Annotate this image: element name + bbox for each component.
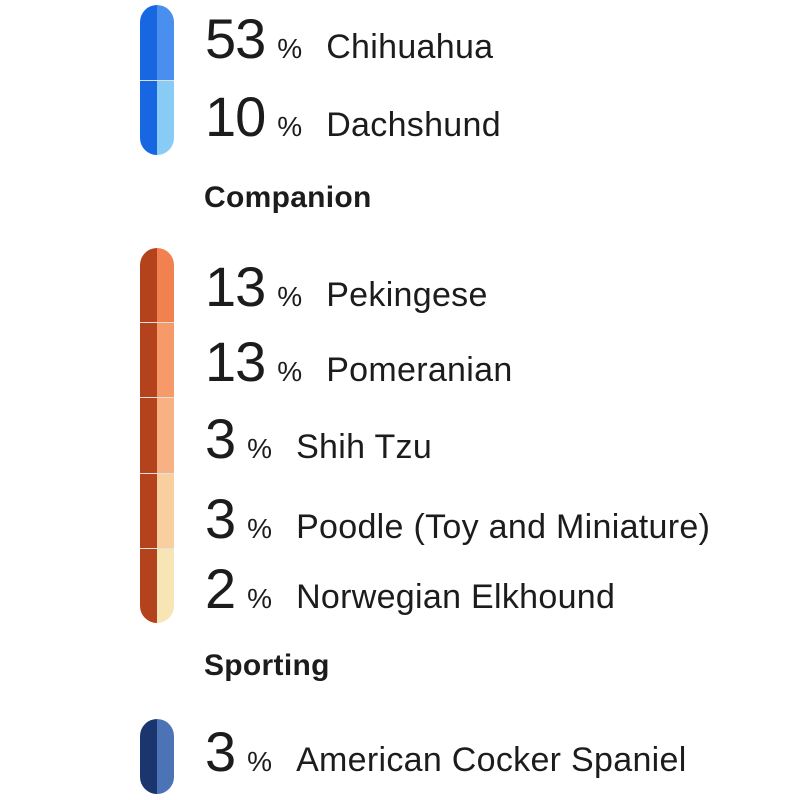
percent-sign: %	[247, 746, 273, 777]
pill-segment	[157, 80, 174, 155]
pill-base-column	[140, 548, 157, 623]
pill-segment	[157, 398, 174, 473]
pill-segment	[157, 323, 174, 398]
pill-segment-row	[140, 472, 174, 548]
pill-base-column	[140, 398, 157, 473]
breed-label: Norwegian Elkhound	[296, 578, 616, 616]
pill-segment-row	[140, 397, 174, 473]
percent-sign: %	[277, 356, 303, 387]
pill-segment-row	[140, 248, 174, 323]
value-number: 13	[205, 255, 266, 318]
value-number: 3	[205, 487, 236, 550]
value-number: 53	[205, 7, 266, 70]
percent-sign: %	[247, 433, 273, 464]
breed-label: Shih Tzu	[296, 428, 433, 466]
breed-label: Chihuahua	[326, 28, 494, 66]
pill-segment-row	[140, 547, 174, 623]
breed-row: 3% Shih Tzu	[205, 411, 432, 467]
breed-label: Pomeranian	[326, 351, 513, 389]
value-number: 3	[205, 720, 236, 783]
pill-segment-row	[140, 719, 174, 794]
breed-row: 3% Poodle (Toy and Miniature)	[205, 491, 710, 547]
group-pill	[140, 248, 174, 623]
pill-base-column	[140, 719, 157, 794]
pill-segment-row	[140, 322, 174, 398]
pill-segment	[157, 473, 174, 548]
breed-label: Poodle (Toy and Miniature)	[296, 508, 711, 546]
pill-segment	[157, 248, 174, 323]
pill-segment	[157, 5, 174, 80]
percent-sign: %	[277, 111, 303, 142]
breed-row: 3% American Cocker Spaniel	[205, 724, 687, 780]
pill-segment-row	[140, 79, 174, 155]
value-number: 10	[205, 85, 266, 148]
breed-label: Pekingese	[326, 276, 488, 314]
breed-row: 2% Norwegian Elkhound	[205, 561, 615, 617]
pill-base-column	[140, 5, 157, 80]
value-number: 2	[205, 557, 236, 620]
pill-segment-row	[140, 5, 174, 80]
group-header: Sporting	[204, 649, 330, 682]
percent-sign: %	[277, 33, 303, 64]
breed-label: Dachshund	[326, 106, 501, 144]
group-pill	[140, 5, 174, 155]
percent-sign: %	[277, 281, 303, 312]
breed-row: 10% Dachshund	[205, 89, 501, 145]
group-pill	[140, 719, 174, 794]
value-number: 13	[205, 330, 266, 393]
pill-base-column	[140, 80, 157, 155]
pill-base-column	[140, 248, 157, 323]
pill-base-column	[140, 323, 157, 398]
pill-base-column	[140, 473, 157, 548]
breed-row: 53% Chihuahua	[205, 11, 493, 67]
value-number: 3	[205, 407, 236, 470]
breed-row: 13% Pekingese	[205, 259, 488, 315]
pill-segment	[157, 719, 174, 794]
pill-segment	[157, 548, 174, 623]
group-header: Companion	[204, 181, 372, 214]
percent-sign: %	[247, 583, 273, 614]
breed-label: American Cocker Spaniel	[296, 741, 687, 779]
percent-sign: %	[247, 513, 273, 544]
breed-row: 13% Pomeranian	[205, 334, 513, 390]
